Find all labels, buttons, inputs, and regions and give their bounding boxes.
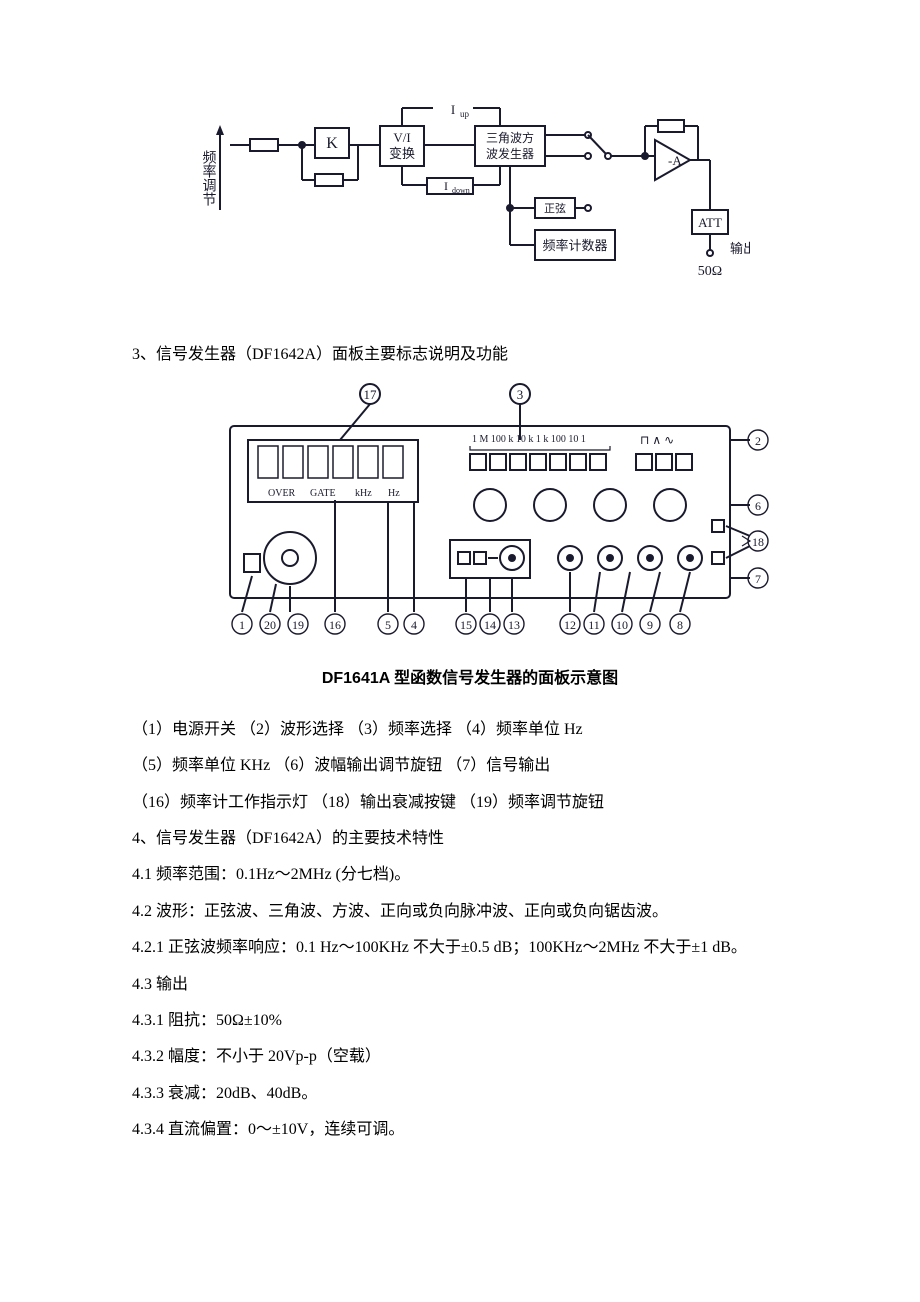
svg-text:10: 10 — [616, 618, 628, 632]
svg-text:down: down — [452, 186, 470, 195]
svg-text:13: 13 — [508, 618, 520, 632]
svg-text:4: 4 — [411, 618, 417, 632]
block-diagram-figure: 频率调节 K V/I 变换 — [100, 90, 840, 320]
svg-text:7: 7 — [755, 572, 761, 586]
svg-text:5: 5 — [385, 618, 391, 632]
block-diagram-svg: 频率调节 K V/I 变换 — [190, 90, 750, 320]
svg-text:8: 8 — [677, 618, 683, 632]
svg-text:GATE: GATE — [310, 488, 336, 499]
spec-4-1: 4.1 频率范围：0.1Hz～2MHz (分七档)。 — [100, 860, 840, 890]
svg-text:12: 12 — [564, 618, 576, 632]
spec-4-3-1: 4.3.1 阻抗：50Ω±10% — [100, 1006, 840, 1036]
svg-text:ATT: ATT — [698, 215, 722, 230]
legend-line-3: （16）频率计工作指示灯 （18）输出衰减按键 （19）频率调节旋钮 — [100, 788, 840, 818]
spec-4-3-2: 4.3.2 幅度：不小于 20Vp-p（空载） — [100, 1042, 840, 1072]
svg-text:Hz: Hz — [388, 488, 400, 499]
svg-text:OVER: OVER — [268, 488, 296, 499]
svg-text:50Ω: 50Ω — [698, 264, 722, 279]
spec-4-3-4: 4.3.4 直流偏置：0～±10V，连续可调。 — [100, 1115, 840, 1145]
spec-4-2-1: 4.2.1 正弦波频率响应：0.1 Hz～100KHz 不大于±0.5 dB；1… — [100, 933, 840, 963]
svg-text:V/I: V/I — [393, 130, 410, 145]
svg-text:9: 9 — [647, 618, 653, 632]
svg-text:17: 17 — [364, 387, 378, 402]
section-4-heading: 4、信号发生器（DF1642A）的主要技术特性 — [100, 824, 840, 854]
svg-text:kHz: kHz — [355, 488, 372, 499]
svg-text:14: 14 — [484, 618, 496, 632]
svg-text:⊓ ∧ ∿: ⊓ ∧ ∿ — [640, 433, 674, 447]
svg-text:up: up — [460, 109, 470, 119]
panel-svg: 17 3 OVER GATE kHz Hz 1 M — [170, 380, 770, 660]
svg-text:频率计数器: 频率计数器 — [542, 238, 607, 253]
svg-text:三角波方: 三角波方 — [486, 130, 534, 145]
svg-text:I: I — [444, 179, 448, 193]
svg-text:K: K — [326, 135, 338, 152]
legend-line-2: （5）频率单位 KHz （6）波幅输出调节旋钮 （7）信号输出 — [100, 751, 840, 781]
panel-caption: DF1641A 型函数信号发生器的面板示意图 — [100, 664, 840, 694]
svg-text:变换: 变换 — [389, 146, 415, 161]
svg-text:1: 1 — [239, 618, 245, 632]
svg-text:6: 6 — [755, 499, 761, 513]
svg-text:频率调节: 频率调节 — [201, 150, 217, 206]
svg-text:19: 19 — [292, 618, 304, 632]
svg-text:20: 20 — [264, 618, 276, 632]
legend-line-1: （1）电源开关 （2）波形选择 （3）频率选择 （4）频率单位 Hz — [100, 715, 840, 745]
svg-text:15: 15 — [460, 618, 472, 632]
svg-text:3: 3 — [517, 387, 524, 402]
svg-text:2: 2 — [755, 434, 761, 448]
panel-figure: 17 3 OVER GATE kHz Hz 1 M — [100, 380, 840, 694]
svg-text:I: I — [451, 102, 455, 117]
svg-text:18: 18 — [752, 535, 764, 549]
svg-text:输出: 输出 — [730, 241, 750, 256]
svg-text:正弦: 正弦 — [544, 201, 566, 215]
svg-text:-A: -A — [668, 153, 682, 168]
section-3-heading: 3、信号发生器（DF1642A）面板主要标志说明及功能 — [100, 340, 840, 370]
spec-4-3: 4.3 输出 — [100, 970, 840, 1000]
svg-text:波发生器: 波发生器 — [486, 146, 534, 161]
svg-text:16: 16 — [329, 618, 341, 632]
spec-4-3-3: 4.3.3 衰减：20dB、40dB。 — [100, 1079, 840, 1109]
svg-text:11: 11 — [588, 618, 600, 632]
spec-4-2: 4.2 波形：正弦波、三角波、方波、正向或负向脉冲波、正向或负向锯齿波。 — [100, 897, 840, 927]
svg-text:1 M 100 k 10 k 1 k 100 10: 1 M 100 k 10 k 1 k 100 10 1 — [472, 434, 586, 445]
